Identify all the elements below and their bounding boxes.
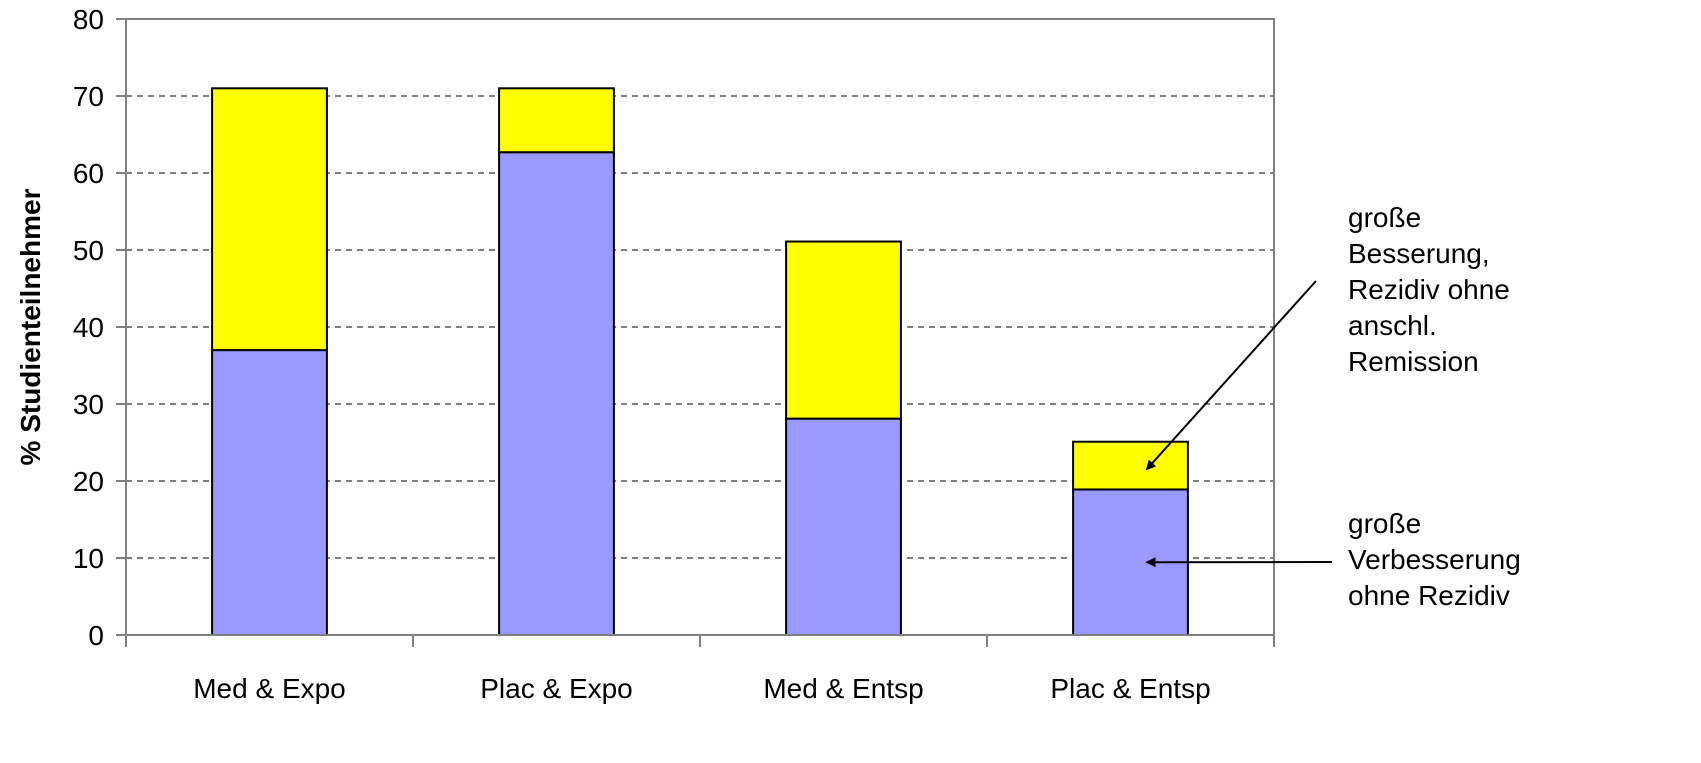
y-tick-label: 30 — [73, 389, 104, 420]
x-tick-label: Med & Entsp — [763, 673, 923, 704]
x-tick-labels: Med & Expo Plac & Expo Med & Entsp Plac & E… — [193, 673, 1210, 704]
x-tick-label: Plac & Expo — [480, 673, 633, 704]
y-tick-label: 40 — [73, 312, 104, 343]
bar-segment — [211, 349, 328, 636]
bar-segment — [498, 151, 615, 637]
axis-ticks — [116, 18, 1275, 647]
y-tick-label: 20 — [73, 466, 104, 497]
bars — [211, 87, 1189, 637]
y-tick-label: 70 — [73, 81, 104, 112]
y-tick-label: 10 — [73, 543, 104, 574]
bar-segment — [498, 87, 615, 154]
y-axis-label: % Studienteilnehmer — [15, 188, 46, 465]
annotation-arrow — [1145, 280, 1317, 471]
bar-segment — [785, 417, 902, 636]
y-tick-label: 0 — [88, 620, 104, 651]
bar-segment — [785, 240, 902, 420]
y-tick-label: 80 — [73, 4, 104, 35]
y-tick-label: 60 — [73, 158, 104, 189]
y-tick-labels: 0 10 20 30 40 50 60 70 80 — [73, 4, 104, 651]
x-tick-label: Med & Expo — [193, 673, 346, 704]
x-tick-label: Plac & Entsp — [1050, 673, 1210, 704]
bar-segment — [211, 87, 328, 352]
annotation-text: große Besserung, Rezidiv ohne anschl. Remiss… — [1348, 202, 1510, 377]
bar-segment — [1072, 440, 1189, 491]
y-tick-label: 50 — [73, 235, 104, 266]
annotation-text: große Verbesserung ohne Rezidiv — [1348, 508, 1521, 611]
annotations: große Besserung, Rezidiv ohne anschl. Remiss… — [1145, 202, 1521, 611]
